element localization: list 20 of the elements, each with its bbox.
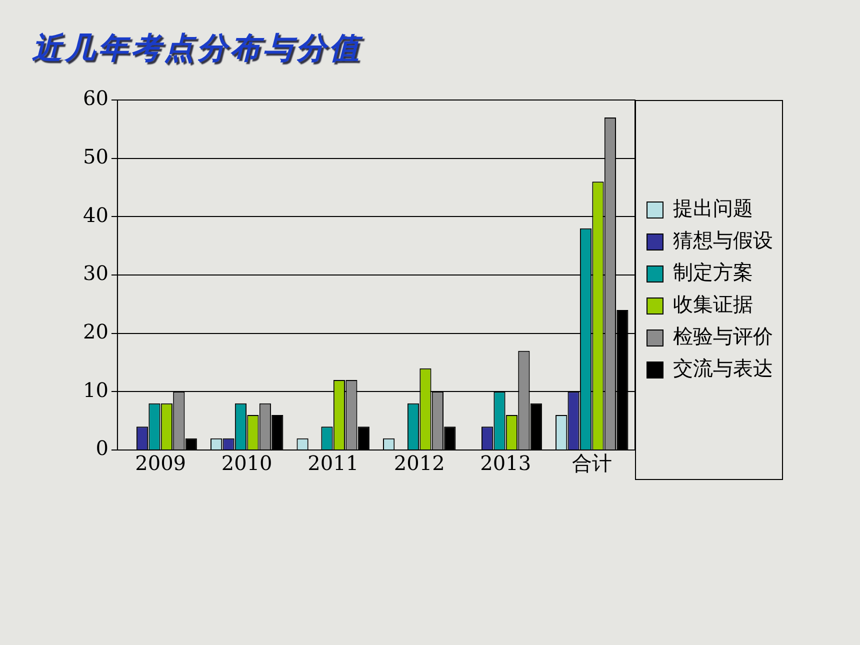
legend-label: 提出问题 bbox=[673, 196, 753, 220]
y-tick-label: 10 bbox=[82, 378, 108, 402]
x-tick-label: 2010 bbox=[221, 451, 272, 476]
y-tick-label: 60 bbox=[82, 86, 108, 110]
y-tick-label: 30 bbox=[82, 261, 108, 286]
x-tick-label: 2013 bbox=[480, 451, 532, 476]
x-tick-label: 合计 bbox=[572, 451, 612, 476]
y-tick-label: 20 bbox=[82, 320, 108, 344]
x-tick-label: 2011 bbox=[308, 451, 359, 476]
chart-title: 近几年考点分布与分值 bbox=[32, 30, 362, 68]
y-tick-label: 40 bbox=[82, 202, 108, 227]
x-tick-label: 2009 bbox=[135, 451, 186, 476]
y-tick-label: 50 bbox=[82, 144, 108, 169]
legend-label: 交流与表达 bbox=[673, 356, 773, 380]
x-tick-label: 2012 bbox=[394, 451, 445, 476]
legend-label: 收集证据 bbox=[673, 292, 753, 316]
legend-label: 制定方案 bbox=[673, 260, 753, 284]
legend-label: 检验与评价 bbox=[673, 324, 773, 348]
legend-label: 猜想与假设 bbox=[673, 228, 773, 252]
y-tick-label: 0 bbox=[96, 436, 108, 460]
